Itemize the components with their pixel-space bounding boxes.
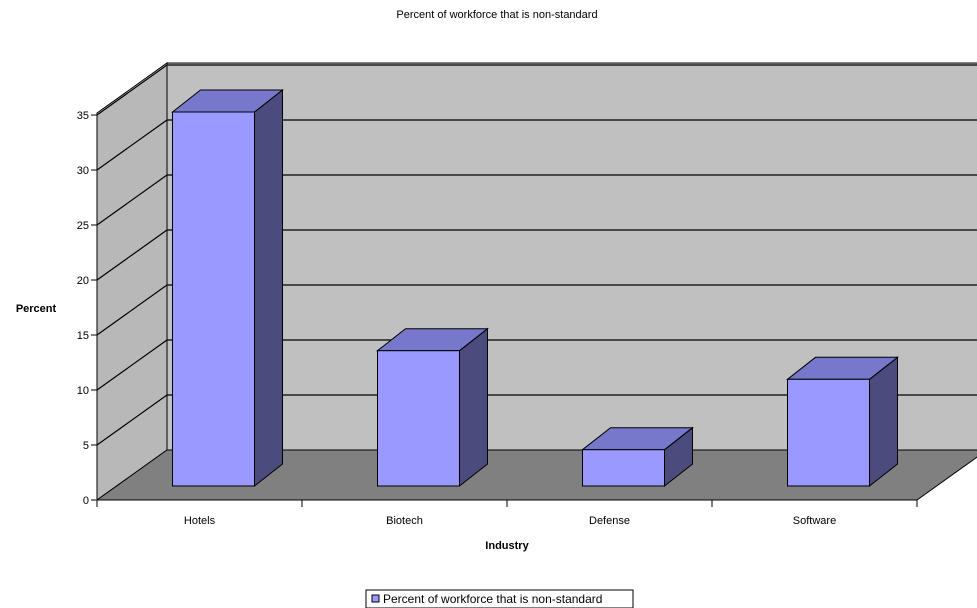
legend-swatch [371,594,380,603]
y-tick-label: 30 [77,165,89,177]
bar-front [787,378,870,487]
bar-side [459,327,488,488]
x-axis-label: Industry [485,540,529,552]
legend-box [365,589,634,608]
y-axis: 0 5 10 15 20 25 30 35 [77,110,98,507]
x-tick-label: Software [793,515,836,527]
bar [376,327,489,488]
y-tick-label: 15 [77,330,89,342]
chart-walls [95,62,977,501]
x-tick-label: Hotels [184,515,216,527]
gridline-diagonal [96,119,168,171]
y-tick-label: 10 [77,385,89,397]
gridline-diagonal [96,64,168,116]
gridlines [96,64,977,446]
legend-label: Percent of workforce that is non-standar… [383,592,602,606]
y-tick-label: 35 [77,110,89,122]
y-axis-label: Percent [16,303,57,315]
bar-front [582,449,665,487]
x-tick-label: Biotech [386,515,423,527]
bar [581,426,694,488]
bar [171,88,284,488]
bars [171,88,899,488]
y-tick-label: 5 [83,440,89,452]
bar-front [377,350,460,487]
gridline-diagonal [96,284,168,336]
y-tick-label: 20 [77,275,89,287]
y-tick-label: 25 [77,220,89,232]
gridline-diagonal [96,229,168,281]
legend: Percent of workforce that is non-standar… [365,589,634,608]
bar-side [254,88,283,488]
gridline-diagonal [96,394,168,446]
chart-title: Percent of workforce that is non-standar… [396,9,597,21]
side-wall [96,62,168,501]
bar-front [172,111,255,487]
x-axis: Hotels Biotech Defense Software [96,499,918,527]
gridline-diagonal [96,174,168,226]
y-tick-label: 0 [83,495,89,507]
x-tick-label: Defense [589,515,630,527]
bar [786,356,899,488]
gridline-diagonal [96,339,168,391]
